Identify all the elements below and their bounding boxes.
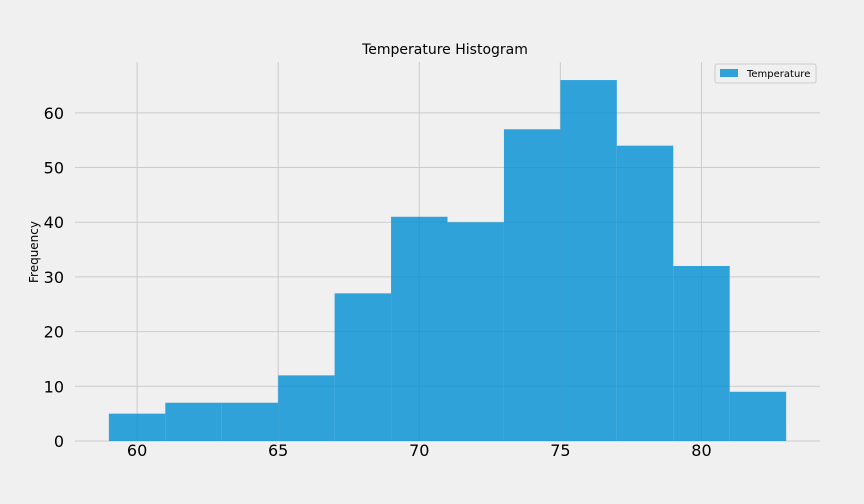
histogram-bar <box>729 391 787 441</box>
histogram-bar <box>560 80 617 442</box>
y-tick-label: 0 <box>54 432 64 451</box>
y-tick-label: 10 <box>44 377 64 396</box>
tick-layer: 60 65 70 75 80 0 10 20 30 40 50 60 <box>44 104 712 460</box>
histogram-bar <box>108 413 166 441</box>
y-tick-label: 30 <box>44 268 64 287</box>
histogram-bar <box>334 293 392 441</box>
x-tick-label: 80 <box>691 441 711 460</box>
x-tick-label: 70 <box>409 441 429 460</box>
y-tick-label: 20 <box>44 323 64 342</box>
legend: Temperature <box>714 63 817 84</box>
y-tick-label: 60 <box>44 104 64 123</box>
y-axis-label: Frequency <box>27 221 41 283</box>
bar-layer <box>108 80 787 442</box>
y-tick-label: 50 <box>44 159 64 178</box>
legend-swatch <box>720 69 738 77</box>
histogram-bar <box>447 222 504 441</box>
histogram-bar <box>673 265 730 441</box>
histogram-bar <box>165 402 222 441</box>
histogram-bar <box>221 402 279 441</box>
y-tick-label: 40 <box>44 213 64 232</box>
histogram-bar <box>503 129 561 441</box>
legend-box <box>714 63 817 84</box>
legend-label: Temperature <box>746 69 810 80</box>
x-tick-label: 60 <box>127 441 147 460</box>
histogram-bar <box>278 375 335 441</box>
histogram-bar <box>391 216 448 441</box>
chart-title: Temperature Histogram <box>361 42 528 58</box>
x-tick-label: 75 <box>550 441 570 460</box>
x-tick-label: 65 <box>268 441 288 460</box>
histogram-bar <box>616 145 674 441</box>
